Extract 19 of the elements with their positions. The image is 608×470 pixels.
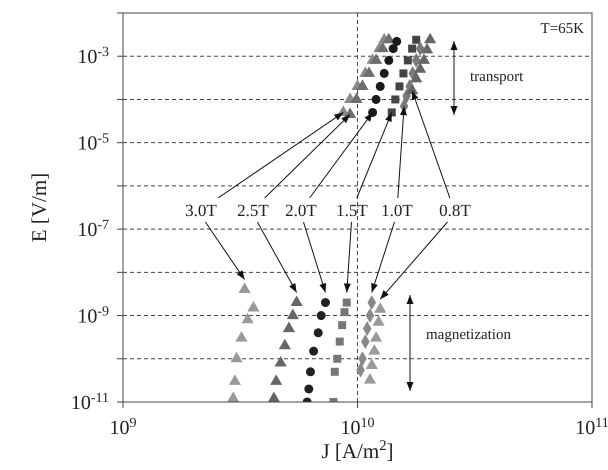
annotation: 1.5T [336, 201, 368, 220]
x-tick-label: 10$^{10}$ [340, 416, 374, 439]
annotation: transport [470, 69, 524, 85]
y-axis-title: E [V/m] [27, 172, 51, 242]
x-tick-label: 10$^{9}$ [110, 416, 136, 439]
y-tick-label: 10$^{-7}$ [77, 218, 109, 242]
annotation: 0.8T [439, 201, 472, 220]
x-tick-label: 10$^{11}$ [575, 416, 608, 439]
annotation: 2.0T [285, 201, 318, 220]
annotation: 1.0T [381, 201, 414, 220]
annotation: 2.5T [237, 201, 270, 220]
y-tick-label: 10$^{-9}$ [77, 304, 109, 328]
annotation: T=65K [540, 21, 584, 37]
y-tick-label: 10$^{-11}$ [70, 390, 109, 414]
annotation: 3.0T [185, 201, 218, 220]
y-tick-label: 10$^{-3}$ [77, 44, 109, 68]
y-tick-label: 10$^{-5}$ [77, 131, 109, 155]
annotation: magnetization [426, 327, 512, 343]
x-axis-title: J [A/m$^{2}$] [321, 438, 394, 463]
